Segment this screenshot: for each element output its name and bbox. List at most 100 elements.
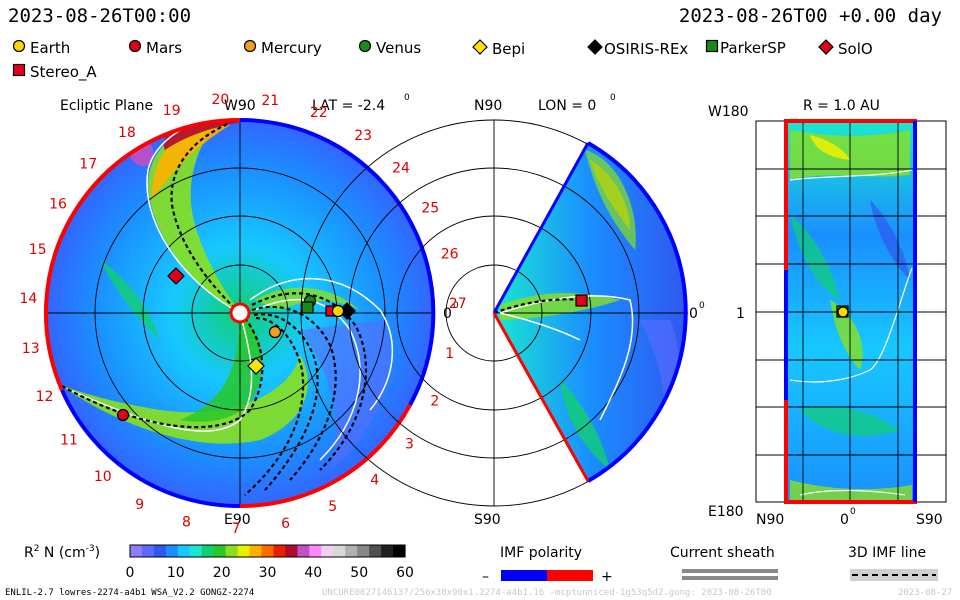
hour-label: 11 <box>60 432 78 448</box>
imf-line-title: 3D IMF line <box>848 545 926 561</box>
venus-marker-icon <box>358 39 372 57</box>
hour-label: 19 <box>163 103 181 119</box>
legend-label: Mars <box>146 39 183 57</box>
imf-negative-swatch <box>501 570 547 581</box>
mars-position <box>116 408 130 422</box>
solo-position <box>167 267 185 285</box>
hour-label: 4 <box>370 472 379 488</box>
current-sheath-legend: Current sheath <box>670 545 778 580</box>
ecliptic-zero-label: 0 <box>443 306 452 322</box>
sphere-n90-label: N90 <box>756 512 784 528</box>
run-time-right: 2023-08-26T00 +0.00 day <box>678 5 942 27</box>
hour-label: 8 <box>182 515 191 531</box>
imf-polarity-legend: IMF polarity – + <box>482 545 613 585</box>
imf-polarity-title: IMF polarity <box>500 545 582 561</box>
colorbar-tick-label: 10 <box>167 565 185 581</box>
colorbar-swatch <box>153 545 167 557</box>
parkersp-position <box>301 301 314 314</box>
solo-marker-icon <box>818 39 834 59</box>
colorbar-tick-label: 60 <box>396 565 414 581</box>
legend-label: Stereo_A <box>30 63 97 81</box>
sphere-one-label: 1 <box>736 306 745 322</box>
meridional-lon-label: LON = 0 <box>538 98 596 114</box>
current-sheath-swatch-top <box>682 569 778 573</box>
mercury-position <box>268 325 282 339</box>
legend-label: SolO <box>838 40 873 58</box>
meridional-lower-edge <box>492 312 590 482</box>
colorbar-swatches <box>130 545 406 557</box>
hour-label: 27 <box>449 296 467 312</box>
legend-earth: Earth <box>12 39 70 57</box>
colorbar-swatch <box>213 545 227 557</box>
hour-label: 9 <box>135 497 144 513</box>
footer-run-info: ENLIL-2.7 lowres-2274-a4b1 WSA_V2.2 GONG… <box>5 588 255 598</box>
hour-label: 23 <box>354 128 372 144</box>
stereo-a-marker-icon <box>12 63 26 81</box>
hour-label: 1 <box>445 346 454 362</box>
colorbar-swatch <box>297 545 310 557</box>
hour-label: 14 <box>20 291 38 307</box>
legend-solo: SolO <box>818 39 873 59</box>
earth-marker-icon <box>12 39 26 57</box>
meridional-upper-edge <box>492 142 590 314</box>
sphere-density-map <box>786 121 915 502</box>
earth-sphere-position <box>837 306 849 318</box>
ecliptic-polarity-negative-arc-2 <box>43 117 241 391</box>
colorbar-swatch <box>189 545 203 557</box>
colorbar-label: R2 N (cm-3) <box>24 544 100 561</box>
colorbar-swatch <box>261 545 275 557</box>
legend-mars: Mars <box>128 39 182 57</box>
colorbar-swatch <box>237 545 251 557</box>
bepi-position <box>247 357 265 375</box>
colorbar-tick-label: 20 <box>213 565 231 581</box>
ecliptic-lat-degree: 0 <box>404 93 410 103</box>
colorbar-ticks: 0 10 20 30 40 50 60 <box>126 565 414 581</box>
colorbar-frame <box>129 544 406 558</box>
mars-marker-icon <box>128 39 142 57</box>
colorbar-swatch <box>201 545 215 557</box>
sphere-e180-label: E180 <box>708 504 744 520</box>
run-time-left: 2023-08-26T00:00 <box>8 5 192 27</box>
colorbar-swatch <box>381 545 394 557</box>
colorbar-swatch <box>165 545 179 557</box>
current-sheath-swatch-bottom <box>682 576 778 580</box>
legend-venus: Venus <box>358 39 421 57</box>
sphere-w180-label: W180 <box>708 104 749 120</box>
current-sheath-title: Current sheath <box>670 545 775 561</box>
imf-plus-label: + <box>601 569 613 585</box>
hour-label: 5 <box>328 499 337 515</box>
meridional-contours <box>499 295 634 421</box>
sphere-zero-label: 0 <box>840 512 849 528</box>
meridional-lon-degree: 0 <box>610 93 616 103</box>
ecliptic-title: Ecliptic Plane <box>60 98 153 114</box>
colorbar-swatch <box>141 545 155 557</box>
meridional-plane-panel: N90 S90 LON = 0 0 0 0 <box>300 93 705 528</box>
legend-mercury: Mercury <box>243 39 322 57</box>
parkersp-marker-icon <box>705 39 719 57</box>
legend-parkersp: ParkerSP <box>705 39 786 57</box>
mercury-marker-icon <box>243 39 257 57</box>
meridional-polarity-arc <box>587 141 688 483</box>
hour-label: 3 <box>405 436 414 452</box>
hour-label: 16 <box>49 196 67 212</box>
stereo-a-meridional-position <box>575 294 588 307</box>
meridional-n90-label: N90 <box>474 98 502 114</box>
hour-label: 15 <box>29 242 47 258</box>
osiris-rex-marker-icon <box>587 39 603 59</box>
colorbar-swatch <box>225 545 239 557</box>
density-colorbar: R2 N (cm-3) 0 10 20 30 40 50 60 <box>24 544 414 581</box>
sphere-s90-label: S90 <box>916 512 943 528</box>
legend-label: Bepi <box>492 40 526 58</box>
colorbar-tick-label: 0 <box>126 565 135 581</box>
ecliptic-w90-label: W90 <box>224 98 256 114</box>
colorbar-swatch <box>369 545 382 557</box>
sphere-map-panel: W180 E180 R = 1.0 AU 1 N90 0 0 S90 <box>708 98 947 528</box>
legend-label: OSIRIS-REx <box>604 40 689 58</box>
footer-run-id: UNCURE082714613?/256x30x90x1.2274-a4b1.1… <box>322 588 772 598</box>
sphere-r-label: R = 1.0 AU <box>803 98 880 114</box>
hour-label: 13 <box>22 341 40 357</box>
meridional-zero-label: 0 <box>689 306 698 322</box>
hour-label: 26 <box>441 247 459 263</box>
hour-label: 12 <box>36 389 54 405</box>
